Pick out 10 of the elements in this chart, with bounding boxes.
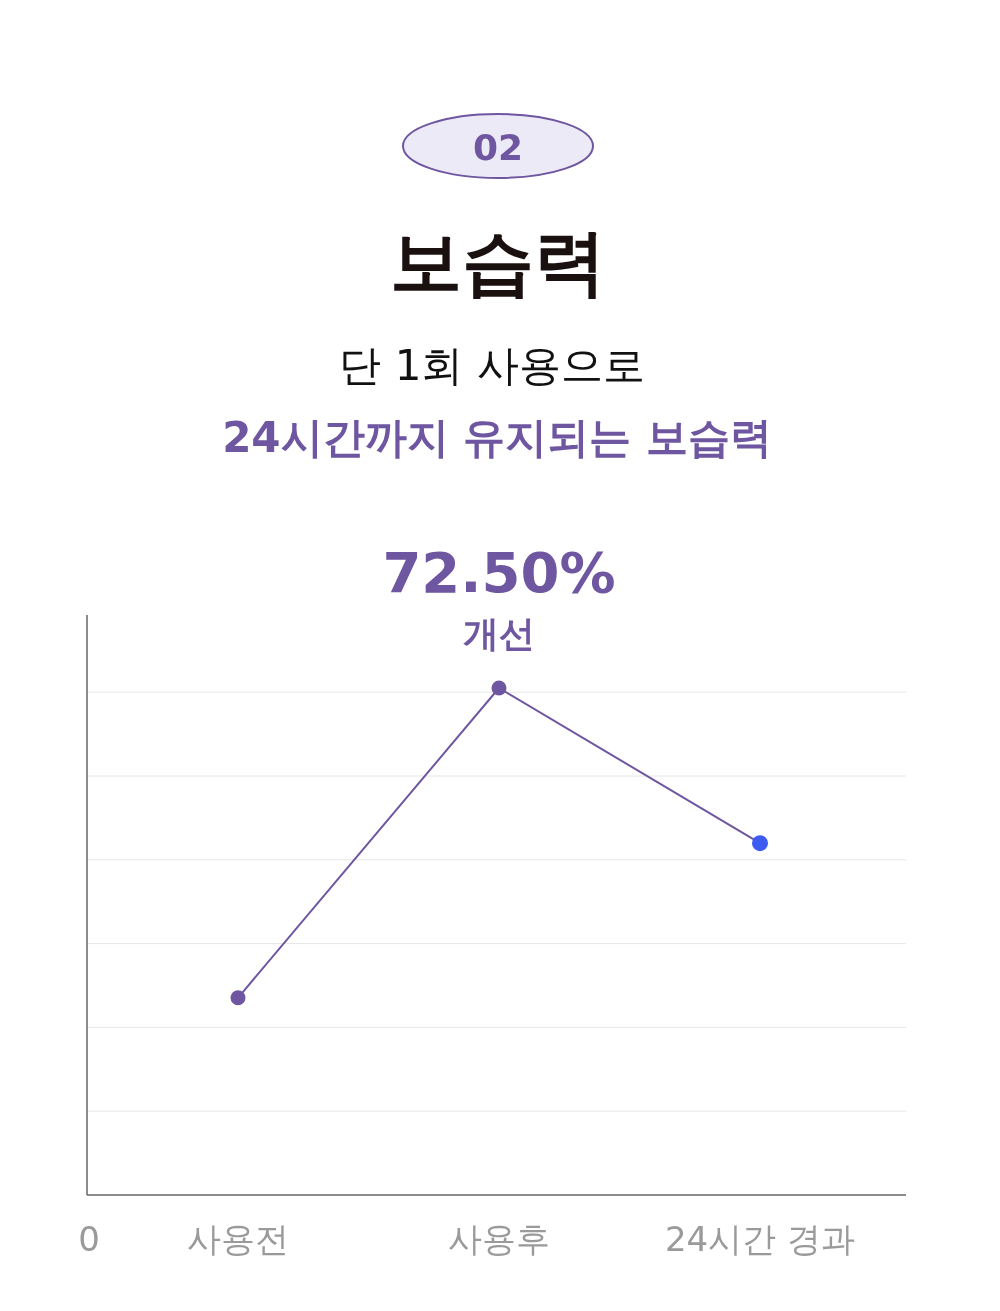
text: 개선 [463, 613, 535, 654]
chart-title: 보습력 [390, 220, 606, 304]
text: 02 [472, 127, 524, 168]
x-tick-label: 24시간 경과 [664, 1219, 856, 1259]
x-tick-label: 사용후 [448, 1219, 550, 1259]
text: 72.50% [382, 540, 616, 605]
text: 0 [78, 1219, 100, 1259]
x-tick-label: 사용전 [187, 1219, 289, 1259]
text: 24시간까지 유지되는 보습력 [222, 413, 772, 462]
chart-subtitle: 단 1회 사용으로 [339, 341, 645, 390]
